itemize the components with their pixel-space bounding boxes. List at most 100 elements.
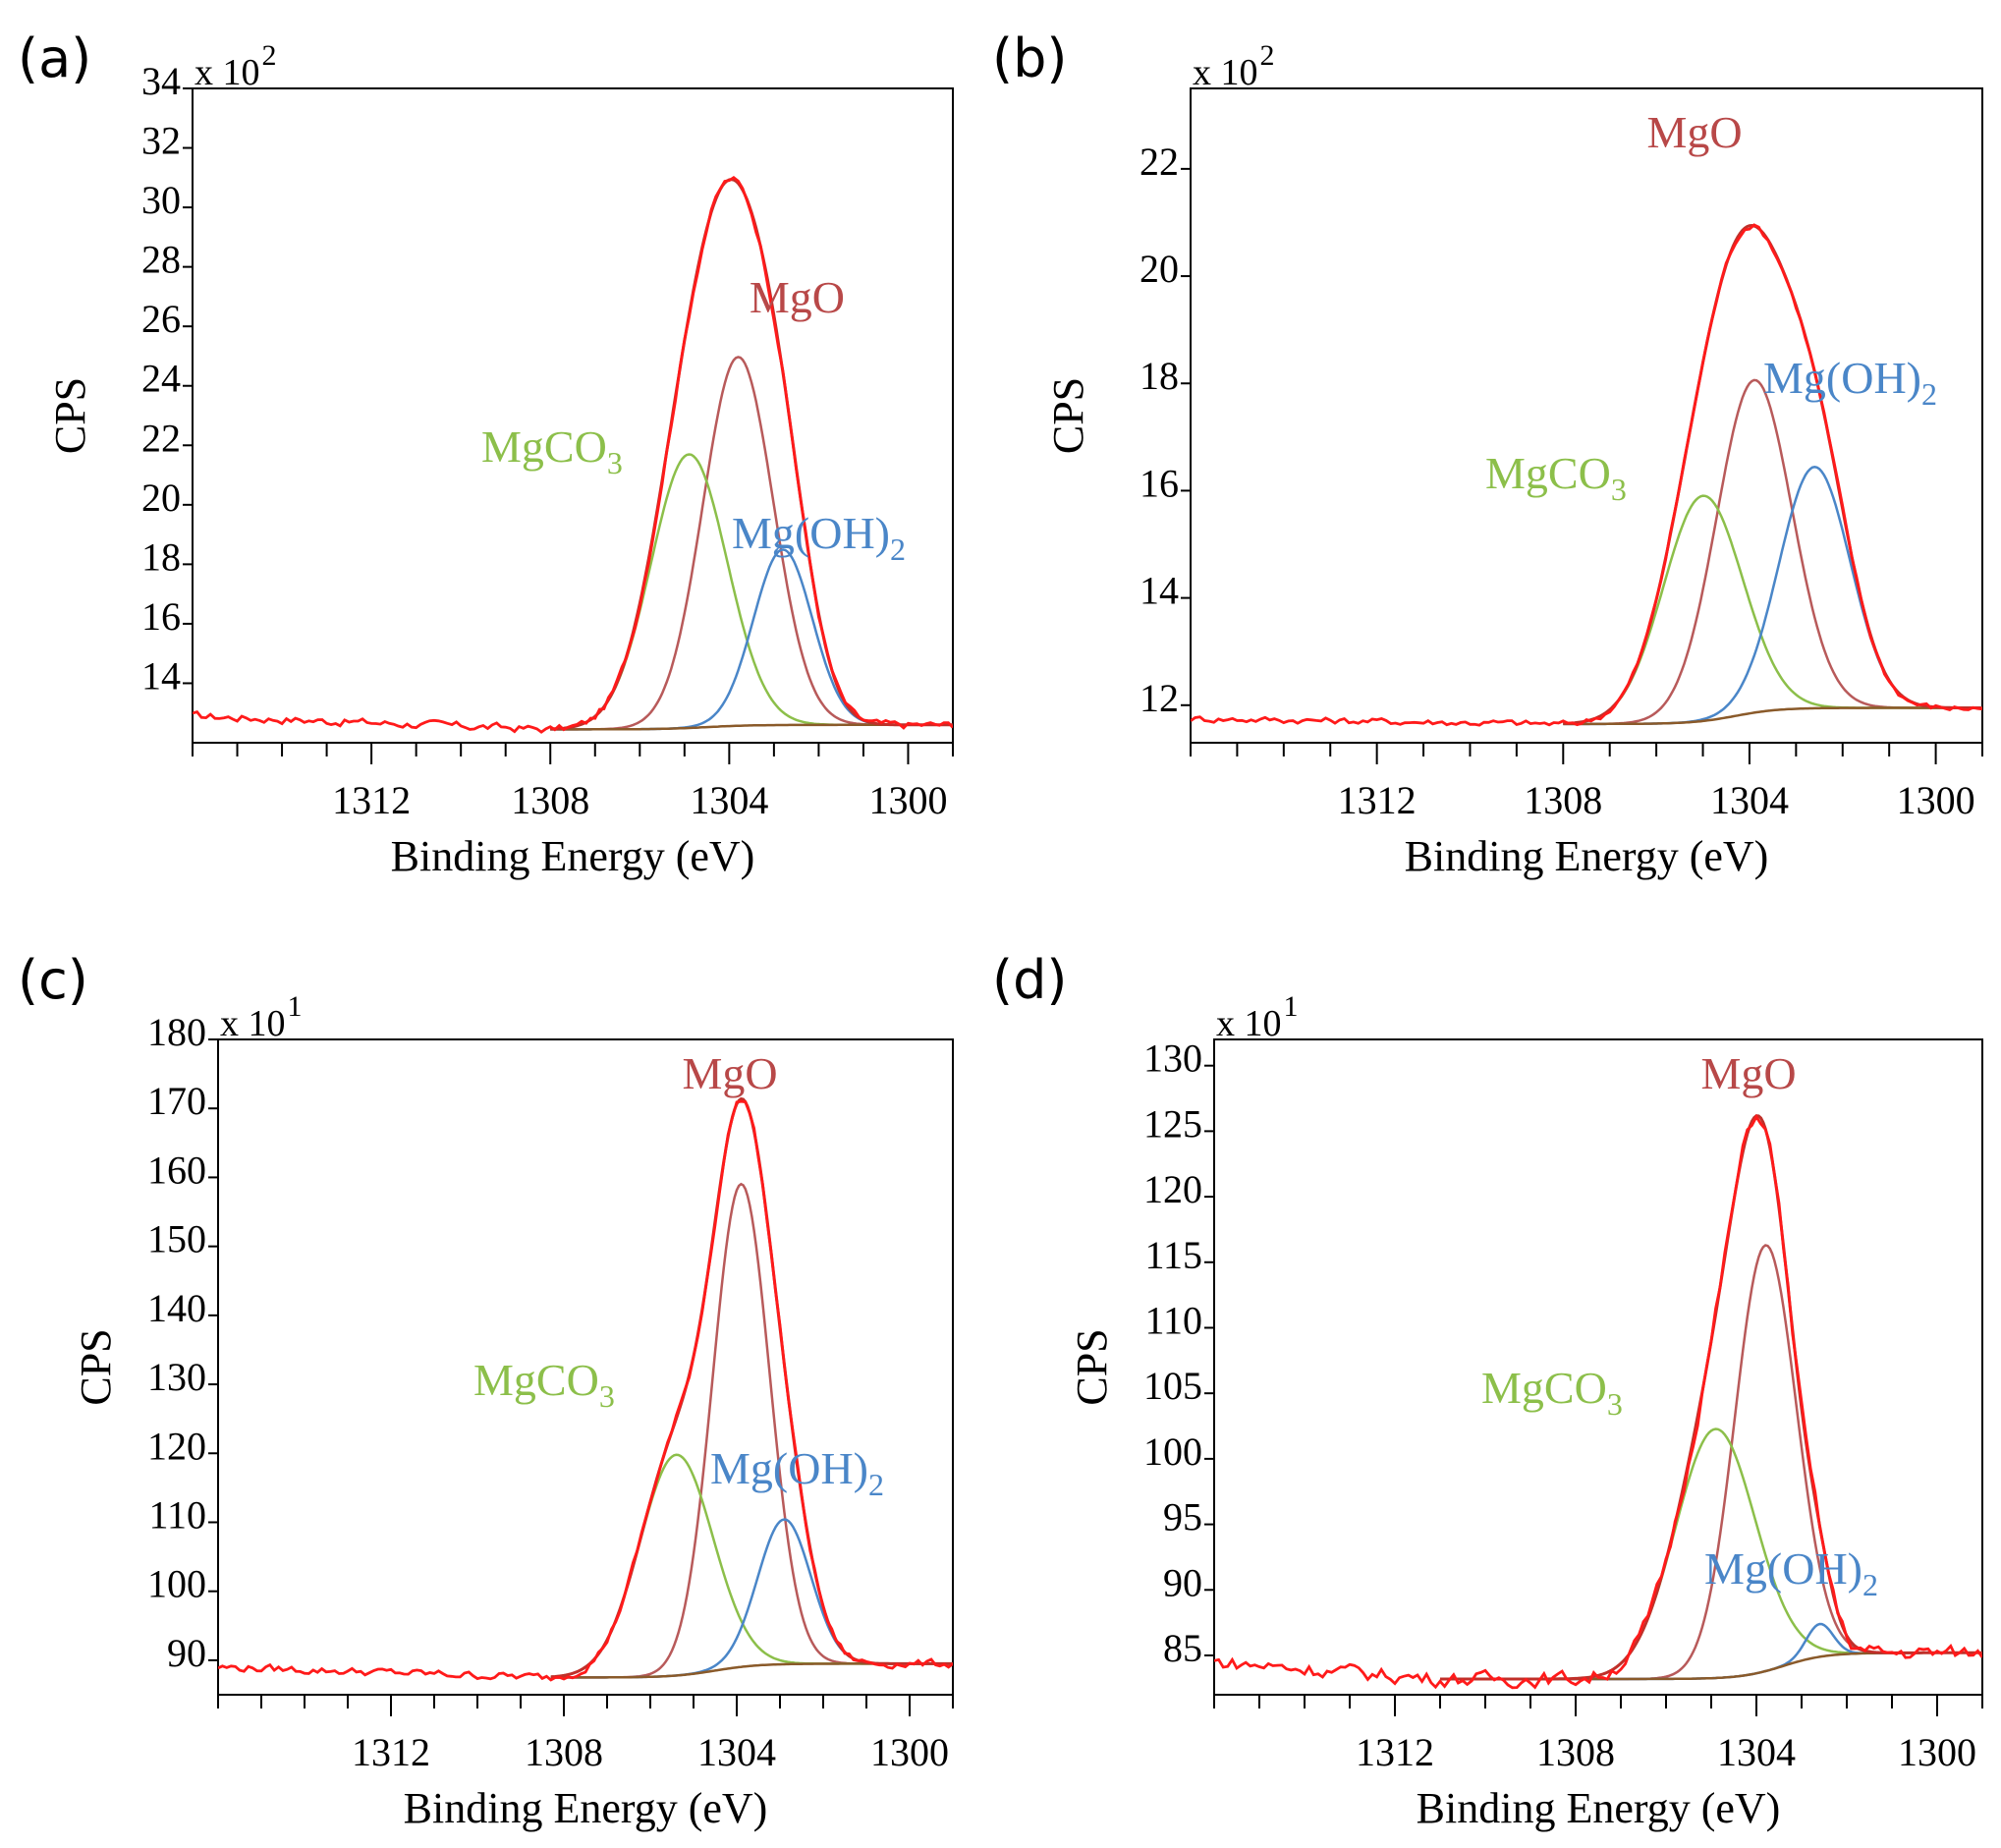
x-tick-label: 1308 [1536, 1730, 1615, 1774]
y-tick-label: 120 [1143, 1167, 1202, 1211]
component-label-MgO: MgO [682, 1048, 777, 1098]
y-tick-label: 16 [1139, 461, 1179, 505]
y-tick-label: 14 [1139, 569, 1179, 613]
component-label-MgCO3: MgCO3 [1485, 448, 1627, 507]
x-tick-label: 1308 [511, 778, 589, 822]
x-tick-label: 1300 [1898, 1730, 1976, 1774]
y-tick-label: 140 [147, 1286, 206, 1330]
component-label-MgOH2: Mg(OH)2 [1704, 1543, 1878, 1602]
x-tick-label: 1304 [697, 1730, 776, 1774]
y-tick-label: 28 [141, 238, 181, 282]
y-tick-label: 24 [141, 357, 181, 401]
x-axis-title: Binding Energy (eV) [391, 832, 755, 880]
x-axis-title: Binding Energy (eV) [404, 1784, 768, 1832]
x-tick-label: 1304 [1710, 778, 1789, 822]
y-tick-label: 125 [1143, 1101, 1202, 1146]
y-tick-label: 100 [147, 1562, 206, 1606]
y-tick-label: 95 [1163, 1495, 1202, 1540]
background-curve [1440, 1652, 1982, 1681]
plot-area [193, 175, 953, 734]
component-label-MgOH2: Mg(OH)2 [732, 508, 906, 567]
panel-label: (b) [992, 28, 1067, 89]
plot-area [1191, 223, 1982, 727]
y-tick-label: 16 [141, 594, 181, 639]
y-tick-label: 26 [141, 297, 181, 341]
raw-data-curve [193, 175, 953, 734]
y-tick-label: 14 [141, 653, 181, 698]
plot-area [1214, 1113, 1982, 1690]
plot-frame [192, 87, 954, 744]
component-label-MgO: MgO [750, 272, 845, 322]
y-tick-label: 18 [141, 534, 181, 579]
background-curve [1563, 706, 1982, 726]
raw-data-curve [1191, 223, 1982, 727]
y-tick-label: 85 [1163, 1626, 1202, 1670]
x-axis-title: Binding Energy (eV) [1417, 1784, 1781, 1832]
component-label-MgCO3: MgCO3 [481, 421, 623, 480]
x-tick-label: 1300 [1897, 778, 1975, 822]
y-tick-label: 22 [1139, 140, 1179, 184]
y-tick-label: 30 [141, 178, 181, 222]
x-tick-label: 1304 [1717, 1730, 1796, 1774]
component-label-MgO: MgO [1646, 107, 1742, 157]
y-axis-title: CPS [1068, 1328, 1116, 1405]
component-label-MgCO3: MgCO3 [473, 1355, 615, 1414]
y-tick-label: 180 [147, 1010, 206, 1054]
y-tick-label: 130 [147, 1355, 206, 1399]
y-multiplier: x 10 [1193, 52, 1258, 93]
x-tick-label: 1308 [1524, 778, 1602, 822]
y-axis-title: CPS [46, 377, 94, 454]
y-tick-label: 20 [1139, 247, 1179, 291]
y-tick-label: 34 [141, 59, 181, 103]
y-axis-title: CPS [72, 1328, 120, 1405]
component-curve-MgO [1563, 378, 1982, 726]
raw-data-curve [218, 1099, 953, 1682]
y-tick-label: 150 [147, 1217, 206, 1261]
y-tick-label: 90 [1163, 1560, 1202, 1604]
y-tick-label: 20 [141, 476, 181, 520]
y-tick-label: 32 [141, 119, 181, 163]
x-tick-label: 1312 [1356, 1730, 1434, 1774]
raw-data-curve [1214, 1113, 1982, 1690]
panel-d: (d) 85 90 95 100 105 110 115 120 125 130 1312 1308 13… [992, 949, 1983, 1832]
x-tick-label: 1300 [868, 778, 947, 822]
x-tick-label: 1312 [352, 1730, 430, 1774]
x-axis-title: Binding Energy (eV) [1405, 832, 1769, 880]
x-tick-label: 1308 [525, 1730, 603, 1774]
y-tick-label: 90 [167, 1631, 206, 1675]
panel-label: (d) [992, 949, 1067, 1011]
y-tick-label: 170 [147, 1079, 206, 1123]
component-curve-MgOH2 [550, 1518, 953, 1679]
y-tick-label: 22 [141, 416, 181, 460]
panel-label: (c) [18, 949, 88, 1011]
y-tick-label: 115 [1144, 1233, 1202, 1277]
plot-frame [1213, 1038, 1983, 1696]
plot-area [218, 1096, 953, 1682]
y-multiplier-exponent: 1 [288, 990, 303, 1023]
y-multiplier: x 10 [1216, 1003, 1282, 1044]
y-tick-label: 130 [1143, 1036, 1202, 1081]
y-tick-label: 110 [148, 1492, 206, 1537]
y-multiplier-exponent: 2 [1260, 39, 1275, 72]
panel-a: (a) 14 16 18 20 22 24 26 28 30 32 34 1312 1308 1304 130… [18, 28, 954, 880]
y-tick-label: 160 [147, 1148, 206, 1192]
y-tick-label: 110 [1144, 1298, 1202, 1342]
y-tick-label: 120 [147, 1424, 206, 1468]
panel-b: (b) 12 14 16 18 20 22 1312 1308 1304 1300 Binding E… [992, 28, 1983, 880]
panel-c: (c) 90 100 110 120 130 140 150 160 170 180 1312 1308… [18, 949, 954, 1832]
y-multiplier: x 10 [195, 52, 260, 93]
x-tick-label: 1300 [870, 1730, 949, 1774]
y-tick-label: 12 [1139, 676, 1179, 720]
component-curve-MgO [550, 1182, 953, 1679]
y-axis-title: CPS [1044, 377, 1092, 454]
background-curve [550, 1662, 953, 1679]
y-tick-label: 105 [1143, 1364, 1202, 1408]
component-label-MgOH2: Mg(OH)2 [1763, 353, 1937, 412]
x-tick-label: 1312 [332, 778, 411, 822]
y-tick-label: 18 [1139, 354, 1179, 398]
x-tick-label: 1304 [690, 778, 768, 822]
y-multiplier-exponent: 1 [1284, 990, 1299, 1023]
panel-label: (a) [18, 28, 91, 89]
component-curve-MgCO3 [550, 453, 953, 731]
